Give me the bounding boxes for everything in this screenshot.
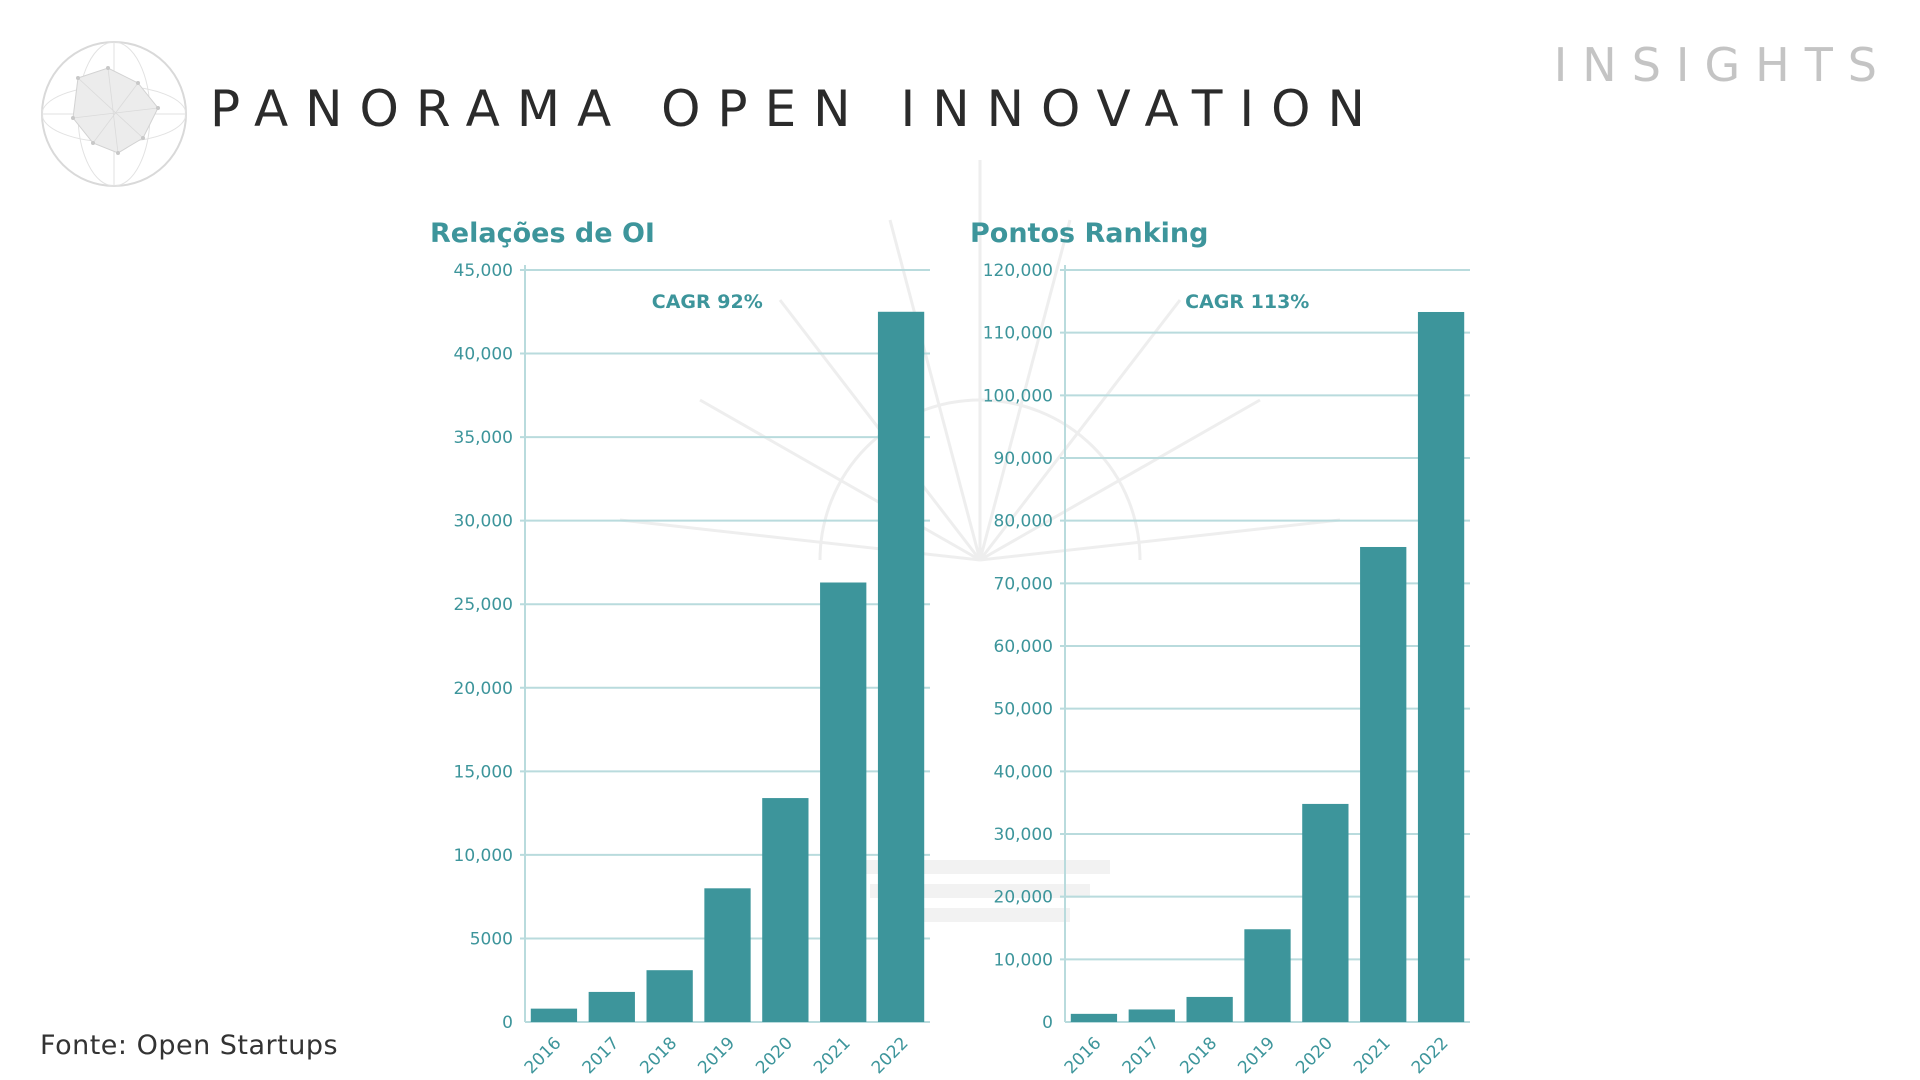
x-tick-label: 2020	[752, 1033, 797, 1078]
y-tick-label: 100,000	[983, 386, 1053, 406]
source-caption: Fonte: Open Startups	[40, 1030, 339, 1061]
y-tick-label: 50,000	[994, 700, 1053, 720]
chart-relacoes-de-oi: Relações de OI 0 5000 10,000 15,000 20,000 25,…	[430, 218, 930, 1078]
cagr-annotation: CAGR 92%	[652, 291, 763, 313]
x-tick-label: 2022	[1408, 1033, 1453, 1078]
bar	[530, 1008, 578, 1022]
y-tick-label: 110,000	[983, 324, 1053, 344]
bar	[1360, 546, 1407, 1022]
chart-title: Relações de OI	[430, 218, 655, 249]
y-tick-label: 120,000	[983, 261, 1053, 281]
y-tick-label: 0	[502, 1013, 513, 1033]
y-tick-label: 90,000	[994, 449, 1053, 469]
bar	[1128, 1009, 1175, 1022]
brand-logo-text: INSIGHTS	[1553, 38, 1892, 92]
y-tick-label: 60,000	[994, 637, 1053, 657]
page-title: PANORAMA OPEN INNOVATION	[210, 80, 1382, 138]
x-tick-label: 2016	[521, 1033, 566, 1078]
x-tick-label: 2019	[1234, 1033, 1279, 1078]
x-tick-label: 2022	[868, 1033, 913, 1078]
y-tick-label: 20,000	[454, 679, 513, 699]
bar	[588, 991, 635, 1022]
cagr-annotation: CAGR 113%	[1185, 291, 1309, 313]
bar	[704, 888, 751, 1022]
bar	[877, 311, 925, 1022]
x-tick-label: 2017	[1119, 1033, 1164, 1078]
y-tick-label: 25,000	[454, 595, 513, 615]
x-tick-label: 2018	[636, 1033, 681, 1078]
bar	[1070, 1013, 1118, 1022]
y-tick-label: 10,000	[994, 950, 1053, 970]
x-tick-label: 2019	[694, 1033, 739, 1078]
x-tick-label: 2016	[1061, 1033, 1106, 1078]
bar	[1186, 996, 1233, 1022]
y-tick-label: 10,000	[454, 846, 513, 866]
y-tick-label: 35,000	[454, 428, 513, 448]
y-tick-label: 40,000	[994, 762, 1053, 782]
y-tick-label: 80,000	[994, 512, 1053, 532]
x-tick-label: 2020	[1292, 1033, 1337, 1078]
bar	[762, 798, 809, 1022]
y-tick-label: 0	[1042, 1013, 1053, 1033]
bar	[1417, 311, 1465, 1022]
y-tick-label: 45,000	[454, 261, 513, 281]
y-tick-label: 70,000	[994, 574, 1053, 594]
y-tick-label: 30,000	[454, 512, 513, 532]
y-tick-label: 15,000	[454, 762, 513, 782]
bar	[820, 582, 867, 1022]
chart-pontos-ranking: Pontos Ranking 0 10,000 20,000 30,000 40,000 5…	[970, 218, 1470, 1078]
globe-logo-icon	[41, 41, 187, 187]
bar	[1244, 929, 1291, 1022]
x-tick-label: 2021	[810, 1033, 855, 1078]
x-tick-label: 2021	[1350, 1033, 1395, 1078]
x-tick-label: 2018	[1176, 1033, 1221, 1078]
y-tick-label: 20,000	[994, 888, 1053, 908]
y-tick-label: 40,000	[454, 345, 513, 365]
y-tick-label: 5000	[470, 929, 513, 949]
bar	[646, 970, 693, 1022]
y-tick-label: 30,000	[994, 825, 1053, 845]
bar	[1302, 803, 1349, 1022]
x-tick-label: 2017	[579, 1033, 624, 1078]
chart-title: Pontos Ranking	[970, 218, 1208, 249]
